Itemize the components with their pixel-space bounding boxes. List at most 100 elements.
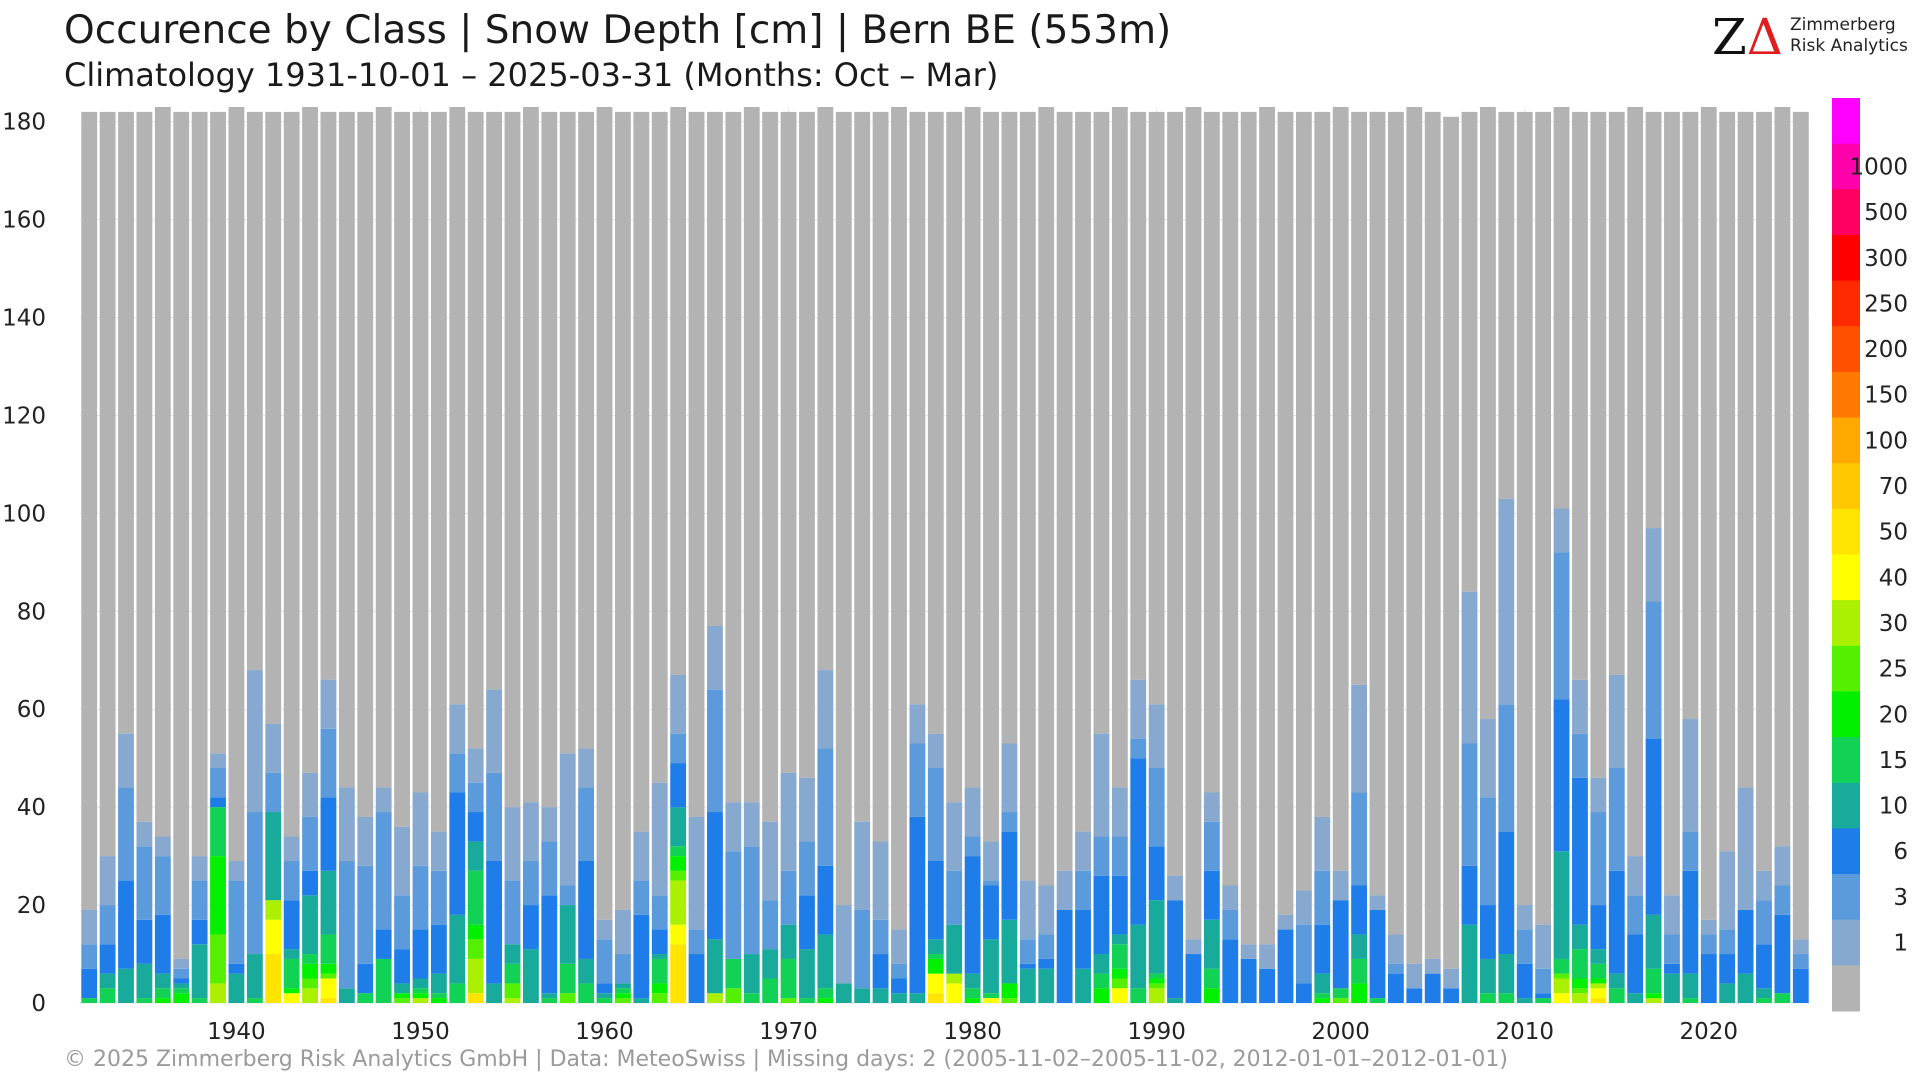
legend-swatch [1832, 782, 1860, 829]
x-tick-label: 1940 [207, 1019, 266, 1045]
bar-segment-class-6 [1756, 944, 1772, 989]
bar-segment-no-snow [1387, 111, 1404, 935]
x-tick-label: 2020 [1680, 1019, 1739, 1045]
bar-segment-class-6 [210, 797, 226, 808]
bar-1962 [633, 111, 650, 1003]
bar-segment-no-snow [1056, 111, 1073, 871]
bar-segment-class-40 [1590, 988, 1607, 999]
bar-1950 [412, 111, 429, 1003]
bar-segment-no-snow [1332, 107, 1349, 871]
bar-1972 [817, 107, 834, 1003]
bar-segment-class-6 [1185, 954, 1202, 1003]
bar-segment-no-snow [1700, 107, 1717, 920]
bar-segment-class-25 [670, 870, 687, 881]
bar-segment-class-1 [1498, 498, 1515, 705]
bar-segment-class-3 [1203, 821, 1220, 871]
bar-segment-class-25 [1001, 998, 1018, 1003]
bar-segment-class-6 [1737, 909, 1754, 974]
bar-segment-class-6 [983, 885, 999, 940]
bar-1985 [1056, 111, 1073, 1003]
bar-2017 [1645, 111, 1662, 1003]
bar-segment-class-1 [1516, 905, 1533, 930]
bar-segment-class-1 [522, 802, 539, 862]
bar-segment-no-snow [1682, 111, 1699, 720]
bar-segment-no-snow [983, 111, 999, 842]
bar-segment-no-snow [670, 107, 687, 675]
bar-segment-class-6 [1167, 900, 1183, 999]
bar-2004 [1406, 107, 1423, 1003]
bar-segment-class-10 [596, 993, 613, 999]
bar-segment-class-6 [1424, 973, 1441, 1003]
bar-segment-class-25 [725, 988, 742, 1003]
bar-segment-class-3 [651, 895, 668, 930]
bar-segment-class-1 [1295, 890, 1312, 925]
bar-segment-class-15 [1314, 993, 1331, 999]
bar-segment-class-6 [1627, 934, 1644, 994]
bar-segment-class-3 [1664, 934, 1680, 964]
bar-segment-class-10 [1351, 934, 1368, 959]
bar-1984 [1038, 107, 1055, 1003]
y-tick-label: 60 [17, 697, 46, 723]
bar-segment-class-1 [817, 670, 834, 749]
bar-segment-class-25 [615, 998, 631, 1003]
bar-segment-no-snow [835, 111, 852, 906]
bar-1945 [320, 111, 337, 1003]
bar-segment-class-3 [1756, 900, 1772, 945]
bar-segment-class-1 [1148, 704, 1165, 768]
bar-segment-class-6 [1535, 993, 1552, 999]
bar-segment-no-snow [1553, 107, 1570, 509]
bar-1968 [743, 107, 760, 1003]
bar-segment-no-snow [412, 111, 429, 793]
legend-label: 3 [1893, 885, 1908, 911]
bar-segment-class-15 [1093, 973, 1110, 989]
y-tick-label: 80 [17, 599, 46, 625]
bar-segment-class-20 [467, 924, 484, 940]
bar-segment-class-3 [357, 865, 374, 964]
bar-segment-class-15 [1203, 968, 1220, 989]
bar-segment-class-1 [136, 821, 153, 847]
bar-segment-class-20 [210, 856, 226, 935]
bar-segment-class-10 [1038, 968, 1055, 1003]
bar-segment-no-snow [1516, 111, 1533, 906]
bar-segment-class-10 [817, 934, 834, 989]
legend-swatch [1832, 280, 1860, 327]
bar-segment-class-15 [467, 870, 484, 925]
bar-segment-no-snow [81, 111, 98, 910]
bar-segment-class-20 [394, 993, 410, 999]
bar-segment-class-1 [909, 704, 926, 744]
legend-swatch [1832, 691, 1860, 738]
bar-1963 [651, 111, 668, 1003]
bar-segment-class-20 [964, 998, 981, 1003]
bar-segment-no-snow [780, 111, 797, 773]
bar-segment-class-15 [1682, 998, 1699, 1003]
bar-2007 [1461, 111, 1478, 1003]
legend-swatch [1832, 98, 1860, 145]
bar-segment-class-15 [81, 998, 98, 1003]
bar-segment-class-1 [1406, 963, 1423, 989]
bar-segment-class-20 [1314, 998, 1331, 1003]
bar-segment-class-1 [1203, 792, 1220, 822]
bar-segment-class-3 [1387, 963, 1404, 974]
legend-swatch [1832, 919, 1860, 966]
bar-1988 [1111, 107, 1128, 1003]
bar-segment-no-snow [688, 111, 705, 817]
bar-segment-class-10 [983, 939, 999, 994]
bar-segment-class-50 [927, 993, 944, 1003]
bar-1997 [1277, 111, 1294, 1003]
bar-1938 [191, 111, 208, 1003]
bar-segment-class-1 [1572, 679, 1588, 734]
footer-credits: © 2025 Zimmerberg Risk Analytics GmbH | … [64, 1047, 1508, 1072]
bar-segment-class-1 [486, 689, 503, 773]
bar-segment-class-6 [688, 954, 705, 1003]
bar-segment-class-10 [946, 924, 963, 974]
bar-segment-class-15 [283, 958, 300, 989]
bar-segment-class-15 [302, 954, 318, 964]
bar-segment-class-6 [1792, 968, 1809, 1003]
bar-segment-class-40 [670, 924, 687, 945]
bar-2013 [1572, 111, 1588, 1003]
bar-segment-class-15 [541, 998, 558, 1003]
bar-segment-class-6 [1111, 875, 1128, 935]
bar-segment-class-25 [651, 993, 668, 1003]
bar-segment-no-snow [1406, 107, 1423, 964]
logo-line-2: Risk Analytics [1790, 36, 1908, 56]
